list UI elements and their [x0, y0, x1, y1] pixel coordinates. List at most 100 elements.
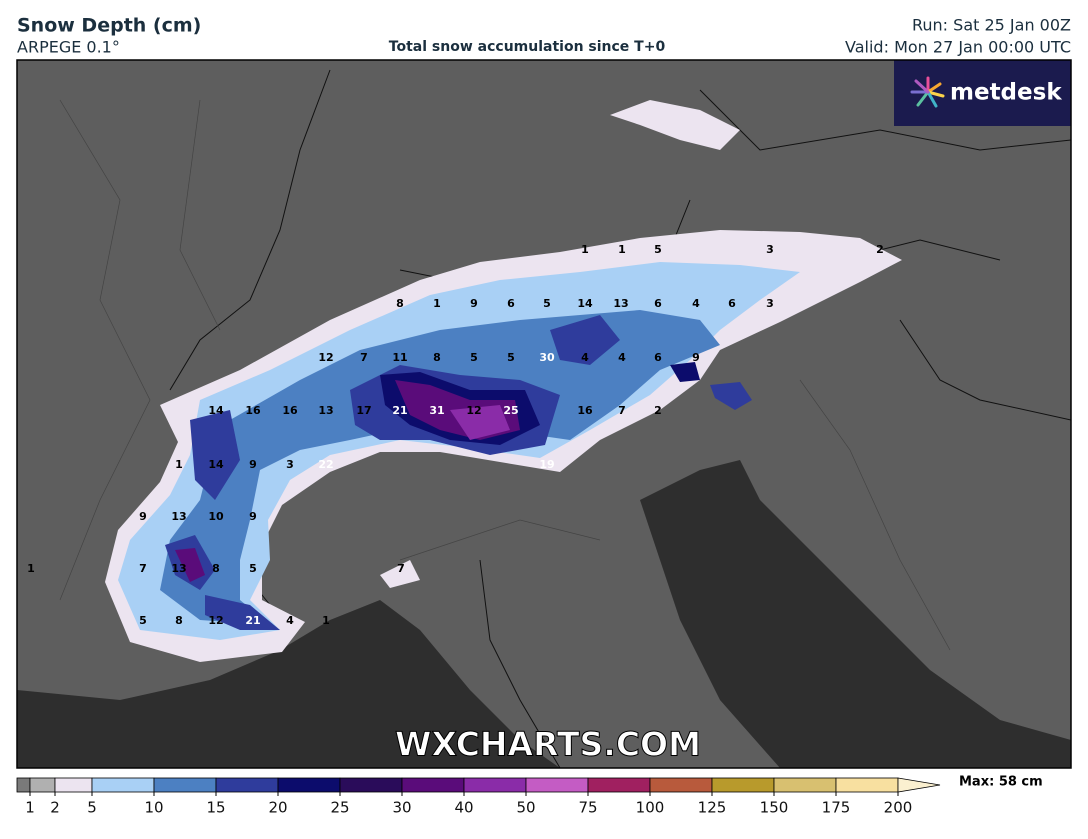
logo-text: metdesk — [950, 80, 1062, 106]
snow-label: 10 — [208, 510, 224, 523]
max-label: Max: 58 cm — [959, 775, 1043, 790]
snow-label: 9 — [249, 458, 257, 471]
colorbar-segment — [339, 777, 403, 793]
colorbar-tick-label: 200 — [884, 799, 913, 817]
colorbar-tick-label: 15 — [206, 799, 225, 817]
colorbar-segment — [649, 777, 713, 793]
colorbar-segment — [773, 777, 837, 793]
run-time: Run: Sat 25 Jan 00Z — [912, 16, 1071, 35]
snow-label: 5 — [139, 614, 147, 627]
map-frame — [16, 59, 1072, 769]
snow-label: 4 — [286, 614, 294, 627]
snow-label: 2 — [654, 404, 662, 417]
snow-label: 14 — [208, 404, 224, 417]
sea — [17, 600, 560, 768]
colorbar-segment — [29, 777, 56, 793]
snow-label: 19 — [539, 458, 554, 471]
snow-label: 1 — [433, 297, 441, 310]
snow-label: 3 — [766, 243, 774, 256]
sea — [640, 460, 1071, 768]
snow-label: 5 — [507, 351, 515, 364]
snow-label: 7 — [397, 562, 405, 575]
colorbar-tick-label: 150 — [760, 799, 789, 817]
colorbar-tick-label: 50 — [516, 799, 535, 817]
watermark: WXCHARTS.COM — [395, 725, 701, 764]
colorbar-segment — [153, 777, 217, 793]
colorbar-segment — [587, 777, 651, 793]
colorbar-tick-label: 2 — [50, 799, 60, 817]
snow-label: 5 — [654, 243, 662, 256]
snow-label: 21 — [392, 404, 407, 417]
colorbar-segment — [401, 777, 465, 793]
snow-label: 5 — [249, 562, 257, 575]
colorbar-segment — [215, 777, 279, 793]
snow-label: 21 — [245, 614, 260, 627]
snow-label: 9 — [692, 351, 700, 364]
colorbar-tick-label: 125 — [698, 799, 727, 817]
colorbar-segment — [91, 777, 155, 793]
snow-label: 9 — [139, 510, 147, 523]
colorbar-tick-label: 10 — [144, 799, 163, 817]
snow-label: 4 — [618, 351, 626, 364]
colorbar-tick-label: 75 — [578, 799, 597, 817]
colorbar-tick-label: 40 — [454, 799, 473, 817]
snow-label: 13 — [171, 562, 186, 575]
model: ARPEGE 0.1° — [17, 38, 120, 57]
colorbar-tick-label: 175 — [822, 799, 851, 817]
snow-label: 9 — [470, 297, 478, 310]
snow-label: 13 — [318, 404, 333, 417]
colorbar-segment — [463, 777, 527, 793]
snow-label: 5 — [470, 351, 478, 364]
snow-label: 17 — [356, 404, 371, 417]
colorbar-tick-label: 100 — [636, 799, 665, 817]
snow-label: 14 — [577, 297, 593, 310]
snow-label: 16 — [282, 404, 298, 417]
snow-label: 25 — [503, 404, 518, 417]
colorbar: 1 2 5 10 15 20 25 30 40 50 75 100 125 150 175 200 — [16, 777, 941, 817]
snow-label: 4 — [692, 297, 700, 310]
snow-cover — [105, 100, 902, 662]
colorbar-segment — [525, 777, 589, 793]
snow-label: 3 — [766, 297, 774, 310]
colorbar-segment — [835, 777, 899, 793]
snow-label: 12 — [208, 614, 223, 627]
snow-label: 6 — [507, 297, 515, 310]
colorbar-tick-label: 30 — [392, 799, 411, 817]
colorbar-arrow — [897, 777, 941, 793]
snow-label: 8 — [433, 351, 441, 364]
snow-label: 7 — [139, 562, 147, 575]
colorbar-segment — [54, 777, 93, 793]
snow-label: 6 — [654, 351, 662, 364]
snow-label: 30 — [539, 351, 555, 364]
snow-label: 8 — [396, 297, 404, 310]
valid-time: Valid: Mon 27 Jan 00:00 UTC — [845, 38, 1071, 57]
snow-label: 1 — [27, 562, 35, 575]
snow-label: 3 — [286, 458, 294, 471]
snow-label: 8 — [212, 562, 220, 575]
snow-label: 5 — [543, 297, 551, 310]
snow-label: 11 — [392, 351, 407, 364]
snow-label: 2 — [876, 243, 884, 256]
snow-label: 9 — [249, 510, 257, 523]
snow-label: 6 — [654, 297, 662, 310]
snow-label: 14 — [208, 458, 224, 471]
colorbar-segment — [277, 777, 341, 793]
snow-label: 7 — [360, 351, 368, 364]
snow-label: 7 — [618, 404, 626, 417]
regions — [59, 99, 951, 651]
snow-label: 31 — [429, 404, 444, 417]
snow-label: 1 — [581, 243, 589, 256]
snow-label: 1 — [618, 243, 626, 256]
snow-label: 22 — [318, 458, 333, 471]
logo-mark — [910, 76, 945, 108]
colorbar-segment — [711, 777, 775, 793]
snow-label: 1 — [175, 458, 183, 471]
snow-label: 13 — [171, 510, 186, 523]
map-labels: 1 1 5 3 28 1 9 6 5 14 13 6 4 6 312 7 11 8 5 5 30 4 4 6 914 16 16 13… — [27, 243, 884, 627]
snow-label: 12 — [318, 351, 333, 364]
snow-label: 8 — [175, 614, 183, 627]
map: 1 1 5 3 28 1 9 6 5 14 13 6 4 6 312 7 11 8 5 5 30 4 4 6 914 16 16 13… — [16, 59, 1072, 769]
colorbar-tick-label: 1 — [25, 799, 35, 817]
